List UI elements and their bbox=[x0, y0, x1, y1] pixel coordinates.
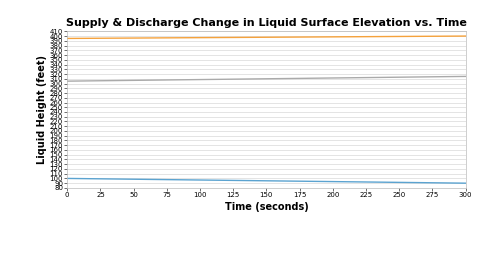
Title: Supply & Discharge Change in Liquid Surface Elevation vs. Time: Supply & Discharge Change in Liquid Surf… bbox=[66, 18, 467, 28]
X-axis label: Time (seconds): Time (seconds) bbox=[225, 202, 308, 212]
Legend: Supply Tank Liquid Height, Discharge Tank Liquid Height, Static Head: Supply Tank Liquid Height, Discharge Tan… bbox=[77, 258, 456, 261]
Y-axis label: Liquid Height (feet): Liquid Height (feet) bbox=[37, 55, 47, 164]
